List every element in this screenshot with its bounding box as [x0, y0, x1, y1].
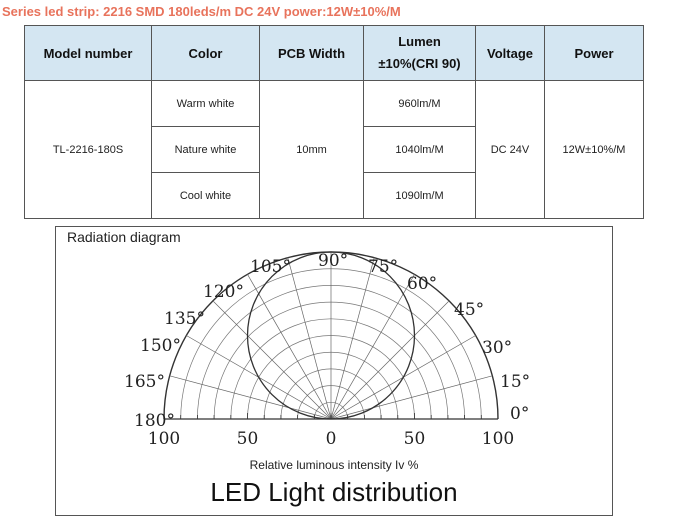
- diagram-title: Radiation diagram: [67, 229, 181, 245]
- angle-label: 120°: [203, 282, 244, 302]
- header-color: Color: [151, 25, 260, 81]
- diagram-caption: LED Light distribution: [210, 477, 458, 507]
- angle-label: 45°: [454, 300, 484, 320]
- cell-color: Nature white: [151, 126, 260, 173]
- angle-label: 75°: [368, 257, 398, 277]
- grid-spoke: [330, 300, 450, 420]
- grid-spoke: [287, 257, 332, 420]
- radiation-diagram: Radiation diagram 180° 165° 150° 135° 120° 10…: [55, 226, 613, 516]
- header-voltage: Voltage: [475, 25, 545, 81]
- cell-color: Cool white: [151, 172, 260, 219]
- scale-label: 50: [237, 429, 259, 449]
- header-pcb-width: PCB Width: [259, 25, 364, 81]
- angle-label: 135°: [164, 309, 205, 329]
- scale-label: 100: [482, 429, 514, 449]
- header-lumen-line2: ±10%(CRI 90): [378, 56, 461, 71]
- grid-spoke: [330, 375, 493, 420]
- grid-spoke: [330, 257, 375, 420]
- header-lumen-line1: Lumen: [398, 34, 441, 49]
- table-row: Cool white 1090lm/M: [25, 172, 644, 219]
- angle-label: 165°: [124, 372, 165, 392]
- scale-label: 100: [148, 429, 180, 449]
- angle-label: 60°: [407, 274, 437, 294]
- polar-plot: 180° 165° 150° 135° 120° 105° 90° 75° 60° 45° 30° 1…: [124, 251, 530, 449]
- angle-label: 0°: [510, 404, 529, 424]
- angle-label: 105°: [250, 257, 291, 277]
- angle-label: 150°: [140, 336, 181, 356]
- scale-label: 50: [404, 429, 426, 449]
- grid-spoke: [169, 375, 332, 420]
- table-header-row: Model number Color PCB Width Lumen ±10%(…: [24, 25, 644, 81]
- cell-lumen: 960lm/M: [363, 80, 476, 127]
- cell-lumen: 1040lm/M: [363, 126, 476, 173]
- cell-color: Warm white: [151, 80, 260, 127]
- header-lumen: Lumen ±10%(CRI 90): [363, 25, 476, 81]
- cell-model-number: TL-2216-180S: [24, 80, 152, 219]
- scale-label: 0: [326, 429, 337, 449]
- distribution-curve: [246, 251, 416, 420]
- series-title: Series led strip: 2216 SMD 180leds/m DC …: [2, 4, 401, 19]
- table-row: Nature white 1040lm/M: [25, 126, 644, 173]
- grid-spoke: [330, 274, 415, 420]
- angle-label: 90°: [318, 251, 348, 271]
- spec-table: Model number Color PCB Width Lumen ±10%(…: [24, 25, 644, 219]
- angle-label: 180°: [134, 411, 175, 431]
- header-model-number: Model number: [24, 25, 152, 81]
- angle-label: 30°: [482, 338, 512, 358]
- cell-power: 12W±10%/M: [544, 80, 644, 219]
- angle-label: 15°: [500, 372, 530, 392]
- cell-lumen: 1090lm/M: [363, 172, 476, 219]
- axis-caption: Relative luminous intensity Iv %: [249, 458, 419, 472]
- cell-pcb-width: 10mm: [259, 80, 364, 219]
- grid-spoke: [247, 274, 332, 420]
- header-power: Power: [544, 25, 644, 81]
- cell-voltage: DC 24V: [475, 80, 545, 219]
- grid-spoke: [212, 300, 332, 420]
- table-row: TL-2216-180S Warm white 10mm 960lm/M DC …: [24, 80, 644, 219]
